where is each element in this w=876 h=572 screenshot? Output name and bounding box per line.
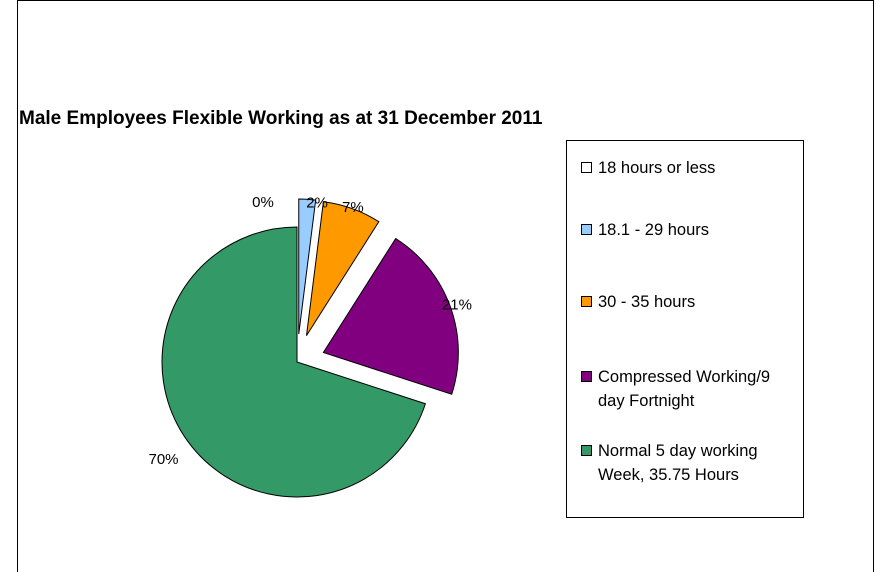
slice-label: 70% [148,451,178,468]
legend-swatch [581,445,592,456]
legend-label: 18.1 - 29 hours [598,221,709,239]
legend-item: 30 - 35 hours [581,290,798,314]
slice-label: 2% [306,194,328,211]
slice-label: 0% [252,194,274,211]
legend-label: Normal 5 day working Week, 35.75 Hours [598,442,758,484]
legend-item: 18.1 - 29 hours [581,218,798,242]
chart-title: Male Employees Flexible Working as at 31… [19,108,543,129]
pie-slice [161,226,427,498]
legend-swatch [581,296,592,307]
pie-slice [322,237,459,395]
legend-swatch [581,371,592,382]
legend-swatch [581,224,592,235]
legend-label: Compressed Working/9 day Fortnight [598,368,771,410]
legend-item: Compressed Working/9 day Fortnight [581,365,798,413]
legend-label: 30 - 35 hours [598,293,696,311]
legend-item: Normal 5 day working Week, 35.75 Hours [581,439,798,487]
legend-item: 18 hours or less [581,156,798,180]
chart-area [17,0,874,572]
pie-slice [298,198,317,335]
pie-slice [305,201,380,336]
slice-label: 7% [342,199,364,216]
legend-label: 18 hours or less [598,159,716,177]
legend-swatch [581,162,592,173]
legend: 18 hours or less 18.1 - 29 hours 30 - 35… [566,140,804,518]
slice-label: 21% [442,296,472,313]
